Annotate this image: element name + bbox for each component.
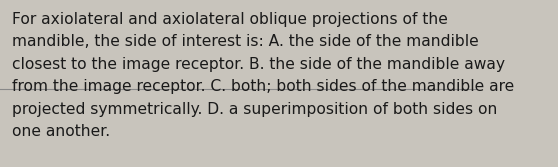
Text: mandible, the side of interest is: A. the side of the mandible: mandible, the side of interest is: A. th…	[12, 34, 479, 49]
Text: For axiolateral and axiolateral oblique projections of the: For axiolateral and axiolateral oblique …	[12, 12, 448, 27]
Text: from the image receptor. C. both; both sides of the mandible are: from the image receptor. C. both; both s…	[12, 79, 514, 94]
Text: projected symmetrically. D. a superimposition of both sides on: projected symmetrically. D. a superimpos…	[12, 102, 497, 117]
Text: one another.: one another.	[12, 124, 110, 139]
Text: closest to the image receptor. B. the side of the mandible away: closest to the image receptor. B. the si…	[12, 57, 505, 72]
